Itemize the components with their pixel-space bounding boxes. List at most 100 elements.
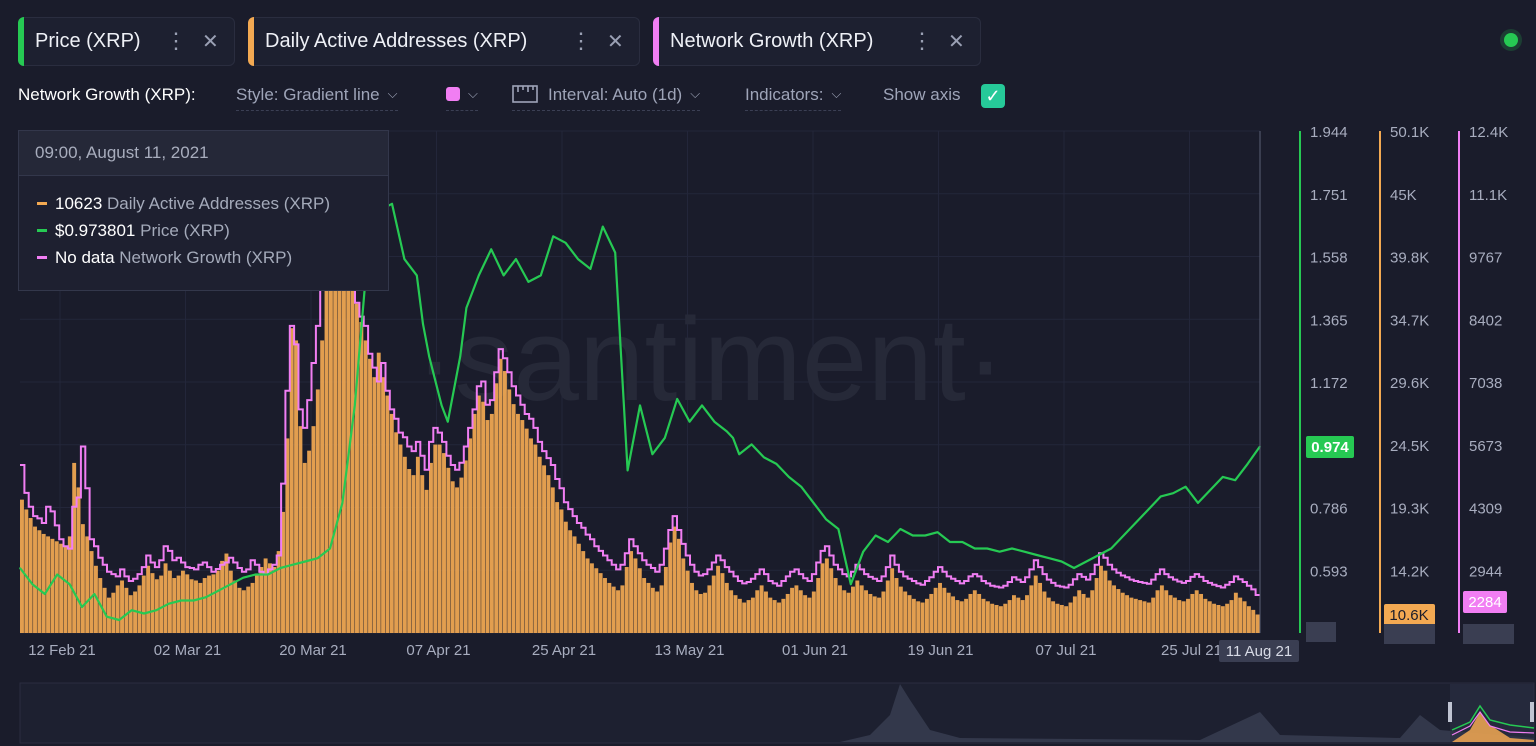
daa-bar <box>698 593 703 633</box>
tab-network-growth[interactable]: Network Growth (XRP) ⋮ ✕ <box>653 17 981 66</box>
daa-bar <box>272 567 277 633</box>
daa-bar <box>994 604 999 633</box>
daa-bar <box>537 456 542 633</box>
daa-bar <box>907 595 912 633</box>
close-icon[interactable]: ✕ <box>948 31 965 53</box>
daa-tick-label: 24.5K <box>1390 438 1429 455</box>
daa-bar <box>185 574 190 633</box>
daa-bar <box>455 487 460 633</box>
watermark: ·santiment· <box>415 294 1005 426</box>
daa-bar <box>524 428 529 633</box>
daa-bar <box>794 585 799 633</box>
daa-tick-label: 34.7K <box>1390 312 1429 329</box>
daa-bar <box>1085 597 1090 633</box>
daa-bar <box>472 413 477 633</box>
daa-bar <box>198 582 203 633</box>
daa-bar <box>446 467 451 633</box>
daa-bar <box>1116 589 1121 633</box>
daa-bar <box>254 574 259 633</box>
daa-bar <box>807 597 812 633</box>
daa-bar <box>616 590 620 633</box>
daa-bar <box>433 444 438 633</box>
daa-bar <box>63 546 68 633</box>
indicators-dropdown[interactable]: Indicators: ⌵ <box>745 85 842 111</box>
daa-bar <box>1029 585 1034 633</box>
navigator-price-line <box>1451 704 1535 731</box>
daa-bar <box>1094 578 1099 633</box>
tooltip-row-price: $0.973801 Price (XRP) <box>37 221 230 241</box>
daa-bar <box>911 598 916 633</box>
daa-bar <box>1212 603 1217 633</box>
daa-bar <box>80 524 85 633</box>
tooltip-series-name: Price (XRP) <box>140 221 230 240</box>
daa-bar <box>1090 590 1095 633</box>
daa-bar <box>172 578 177 633</box>
price-tick-label: 0.593 <box>1310 563 1348 580</box>
overview-navigator[interactable] <box>19 682 1535 744</box>
network_growth-tick-label: 11.1K <box>1469 187 1507 204</box>
daa-bar <box>576 543 581 633</box>
daa-bar <box>676 538 681 633</box>
daa-bar <box>777 602 781 633</box>
daa-bar <box>733 595 738 633</box>
daa-bar <box>1168 595 1173 633</box>
tooltip-row-daa: 10623 Daily Active Addresses (XRP) <box>37 194 330 214</box>
daa-bar <box>324 279 329 633</box>
daa-bar <box>124 587 129 633</box>
daa-bar <box>837 585 842 633</box>
style-dropdown-label: Style: Gradient line <box>236 85 380 104</box>
daa-bar <box>920 602 925 633</box>
more-options-icon[interactable]: ⋮ <box>911 28 933 53</box>
show-axis-toggle[interactable]: Show axis <box>883 85 960 110</box>
daa-bar <box>589 563 594 633</box>
daa-bar <box>1120 592 1125 633</box>
show-axis-checkbox[interactable]: ✓ <box>981 84 1005 108</box>
daa-bar <box>415 456 420 633</box>
price-tick-label: 1.365 <box>1310 312 1348 329</box>
daa-bar <box>1151 597 1156 633</box>
close-icon[interactable]: ✕ <box>202 31 219 53</box>
tooltip-value: 10623 <box>55 194 103 213</box>
x-tick-label: 25 Jul 21 <box>1161 642 1222 659</box>
daa-bar <box>1238 597 1243 633</box>
daa-bar <box>46 536 51 633</box>
daa-bar <box>798 590 803 633</box>
daa-bar <box>520 420 525 633</box>
daa-bar <box>511 404 516 633</box>
daa-bar <box>346 254 351 633</box>
daa-bar <box>437 444 442 633</box>
close-icon[interactable]: ✕ <box>607 31 624 53</box>
tab-price[interactable]: Price (XRP) ⋮ ✕ <box>18 17 235 66</box>
style-dropdown[interactable]: Style: Gradient line ⌵ <box>236 85 398 111</box>
daa-bar <box>224 553 229 633</box>
daa-bar <box>750 597 755 633</box>
x-tick-label: 19 Jun 21 <box>908 642 974 659</box>
more-options-icon[interactable]: ⋮ <box>165 28 187 53</box>
daa-bar <box>289 328 294 633</box>
tab-daily-active-addresses[interactable]: Daily Active Addresses (XRP) ⋮ ✕ <box>248 17 640 66</box>
daa-bar <box>707 585 712 633</box>
daa-bar <box>463 460 468 633</box>
daa-bar <box>137 585 142 633</box>
x-current-badge <box>1219 640 1299 662</box>
daa-bar <box>990 603 995 633</box>
daa-bar <box>933 587 938 633</box>
daa-bar <box>942 587 947 633</box>
daa-bar <box>955 600 960 633</box>
network_growth-tick-label: 8402 <box>1469 312 1502 329</box>
daa-bar <box>1059 604 1064 633</box>
more-options-icon[interactable]: ⋮ <box>570 28 592 53</box>
daa-bar <box>1246 606 1251 633</box>
daa-bar <box>494 383 499 633</box>
interval-dropdown[interactable]: Interval: Auto (1d) ⌵ <box>512 85 701 111</box>
daa-bar <box>211 574 216 633</box>
daa-bar <box>724 582 729 633</box>
network_growth-tick-label: 5673 <box>1469 438 1502 455</box>
daa-bar <box>1055 603 1060 633</box>
value-axes: 1.9441.7511.5581.3651.1720.7860.5930.450… <box>1299 124 1508 643</box>
daa-bar <box>842 590 847 633</box>
daa-bar <box>972 590 977 633</box>
color-picker[interactable]: ⌵ <box>446 85 478 111</box>
daa-axis-min-badge <box>1384 624 1435 644</box>
